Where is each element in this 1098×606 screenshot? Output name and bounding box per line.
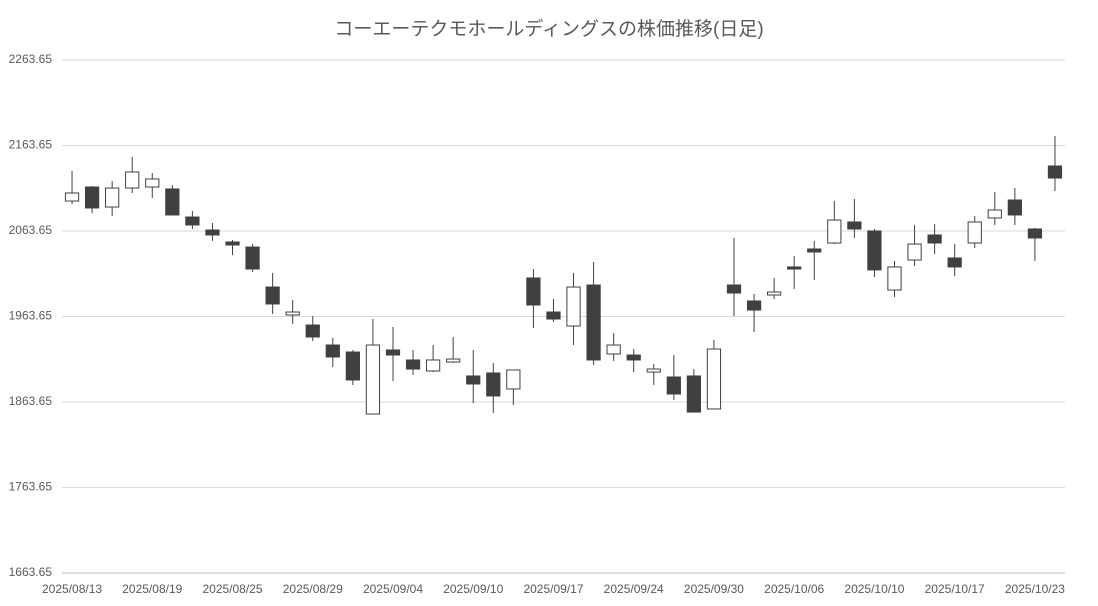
x-tick-label: 2025/10/17 (925, 582, 985, 596)
candle-body (1007, 199, 1022, 216)
candle-body (365, 344, 381, 415)
candle-body (486, 372, 501, 397)
candle-body (1047, 165, 1063, 179)
candle-body (967, 221, 982, 244)
candle-body (907, 243, 922, 261)
candle-body (827, 219, 842, 244)
candle-body (646, 368, 661, 373)
x-tick-label: 2025/09/24 (604, 582, 664, 596)
candle-body (385, 349, 401, 356)
x-tick-label: 2025/08/25 (202, 582, 262, 596)
y-tick-label: 2263.65 (9, 52, 53, 66)
candle-body (506, 369, 521, 390)
x-tick-label: 2025/09/17 (523, 582, 583, 596)
candle-body (626, 354, 641, 361)
candle-body (526, 277, 541, 306)
chart-title: コーエーテクモホールディングスの株価推移(日足) (334, 18, 763, 40)
x-tick-label: 2025/09/10 (443, 582, 503, 596)
x-tick-label: 2025/10/23 (1005, 582, 1065, 596)
candle-body (185, 216, 200, 226)
x-tick-label: 2025/10/10 (844, 582, 904, 596)
candle-body (245, 246, 260, 270)
candle-body (726, 284, 742, 294)
candle-body (305, 324, 320, 338)
x-tick-label: 2025/08/29 (283, 582, 343, 596)
candle-body (405, 359, 421, 370)
candle-body (686, 375, 702, 413)
candle-body (265, 286, 280, 305)
y-tick-label: 1863.65 (9, 394, 53, 408)
candle-body (205, 229, 220, 236)
candle-body (64, 192, 80, 202)
candle-body (145, 178, 160, 188)
y-tick-label: 1763.65 (9, 480, 53, 494)
candle-body (807, 248, 822, 253)
candle-body (105, 187, 120, 208)
candle-body (746, 300, 762, 311)
candle-body (947, 257, 962, 268)
candle-body (566, 286, 581, 327)
candle-body (1027, 228, 1043, 239)
candle-body (285, 311, 300, 316)
y-tick-label: 2063.65 (9, 223, 53, 237)
candle-body (546, 311, 561, 320)
x-tick-label: 2025/09/30 (684, 582, 744, 596)
candle-body (706, 348, 722, 410)
x-tick-label: 2025/08/13 (42, 582, 102, 596)
candle-body (466, 375, 481, 385)
candle-body (887, 266, 902, 291)
y-tick-label: 2163.65 (9, 138, 53, 152)
candle-body (84, 186, 100, 209)
candle-body (606, 344, 621, 355)
candle-body (666, 376, 681, 395)
candle-body (867, 230, 882, 271)
y-tick-label: 1963.65 (9, 309, 53, 323)
candle-body (927, 234, 942, 244)
x-tick-label: 2025/10/06 (764, 582, 824, 596)
candle-body (767, 291, 782, 296)
x-tick-label: 2025/09/04 (363, 582, 423, 596)
x-tick-label: 2025/08/19 (122, 582, 182, 596)
candle-body (165, 188, 180, 216)
candle-body (446, 358, 461, 363)
candle-body (425, 359, 441, 372)
candle-body (325, 344, 340, 358)
candle-body (987, 209, 1002, 219)
candle-body (345, 351, 360, 381)
y-tick-label: 1663.65 (9, 565, 53, 579)
candle-body (787, 266, 802, 270)
candle-body (847, 221, 862, 230)
candle-body (125, 171, 140, 189)
candle-body (586, 284, 601, 361)
candle-body (225, 241, 240, 246)
